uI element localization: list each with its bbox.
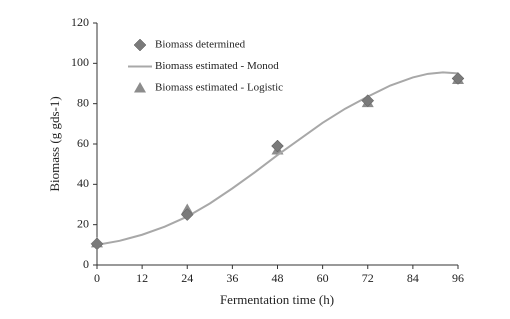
legend-label: Biomass determined xyxy=(155,39,246,51)
diamond-marker xyxy=(90,237,104,251)
x-tick-label: 0 xyxy=(94,271,100,285)
diamond-marker xyxy=(451,72,465,85)
x-tick-label: 72 xyxy=(362,271,374,285)
line-series xyxy=(96,71,459,246)
diamond-marker xyxy=(180,208,194,221)
legend-label: Biomass estimated - Logistic xyxy=(155,82,283,94)
x-tick-label: 24 xyxy=(181,271,193,285)
y-tick-label: 20 xyxy=(77,216,89,230)
y-tick-label: 80 xyxy=(77,95,89,109)
legend-marker xyxy=(134,82,146,93)
x-tick-label: 12 xyxy=(136,271,148,285)
x-tick-label: 48 xyxy=(272,271,284,285)
diamond-marker xyxy=(271,139,284,153)
legend-label: Biomass estimated - Monod xyxy=(155,60,279,72)
diamond-marker xyxy=(361,94,375,107)
x-tick-label: 84 xyxy=(407,271,419,285)
y-tick-label: 40 xyxy=(77,176,89,190)
y-tick-label: 120 xyxy=(71,15,89,29)
x-tick-label: 60 xyxy=(317,271,329,285)
y-tick-label: 100 xyxy=(71,55,89,69)
y-tick-label: 0 xyxy=(83,257,89,271)
legend-marker xyxy=(133,38,147,52)
y-tick-label: 60 xyxy=(77,136,89,150)
x-axis-label: Fermentation time (h) xyxy=(220,292,334,307)
x-tick-label: 36 xyxy=(226,271,238,285)
y-axis-label: Biomass (g gds-1) xyxy=(47,96,62,191)
x-tick-label: 96 xyxy=(452,271,464,285)
